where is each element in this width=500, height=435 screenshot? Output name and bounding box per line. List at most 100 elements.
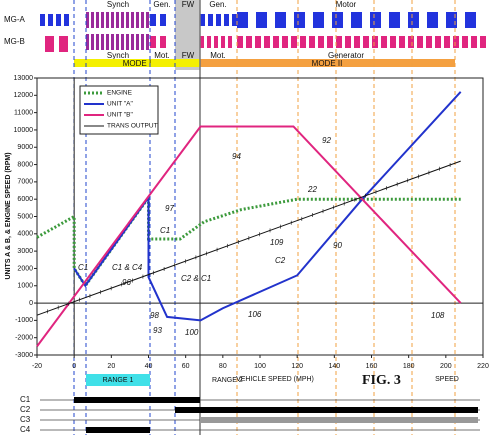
synch-stripe: [121, 34, 124, 50]
x-tick-label: 140: [328, 363, 340, 370]
mg-block: [273, 36, 279, 48]
clutch-label: C4: [20, 425, 31, 434]
mg-block: [471, 36, 477, 48]
synch-stripe: [131, 12, 134, 28]
mg-b-phase: Mot.: [210, 51, 226, 60]
clutch-label: C2: [20, 405, 31, 414]
synch-stripe: [126, 34, 129, 50]
mg-a-phase: Synch: [107, 0, 129, 9]
row-label: MG-A: [4, 15, 26, 24]
mg-block: [275, 12, 286, 28]
clutch-bar: [200, 417, 478, 423]
mg-block: [363, 36, 369, 48]
mg-block: [462, 36, 468, 48]
mg-block: [59, 36, 68, 52]
mg-block: [282, 36, 288, 48]
mg-block: [408, 36, 414, 48]
synch-stripe: [91, 34, 94, 50]
mg-block: [327, 36, 333, 48]
mg-a-phase: Motor: [336, 0, 357, 9]
mg-block: [200, 36, 204, 48]
y-tick-label: 6000: [17, 196, 33, 203]
legend-label: ENGINE: [107, 90, 133, 97]
mg-block: [435, 36, 441, 48]
mg-block: [300, 36, 306, 48]
clutch-label: C3: [20, 415, 31, 424]
annotation: 100: [185, 328, 199, 337]
series-line: [36, 192, 461, 289]
x-axis-label: VEHICLE SPEED (MPH): [236, 376, 314, 383]
mg-block: [354, 36, 360, 48]
synch-stripe: [136, 34, 139, 50]
mg-block: [294, 12, 305, 28]
annotation: 90: [333, 241, 342, 250]
mg-block: [214, 36, 218, 48]
row-label: MG-B: [4, 37, 25, 46]
x-tick-label: 0: [72, 363, 76, 370]
x-tick-label: 160: [366, 363, 378, 370]
figure-label: FIG. 3: [362, 373, 401, 388]
synch-stripe: [146, 34, 149, 50]
mode-2-bar: [200, 59, 455, 67]
annotation: 97: [165, 204, 174, 213]
mg-block: [399, 36, 405, 48]
mg-block: [216, 14, 221, 26]
clutch-bar: [175, 407, 478, 413]
mg-block: [370, 12, 381, 28]
mg-block: [237, 36, 243, 48]
x-tick-label: 20: [107, 363, 115, 370]
x-tick-label: 220: [477, 363, 489, 370]
synch-stripe: [106, 34, 109, 50]
series-line: [36, 125, 462, 347]
synch-stripe: [101, 12, 104, 28]
mg-block: [160, 36, 166, 48]
annotation: 109: [270, 238, 284, 247]
synch-stripe: [141, 34, 144, 50]
synch-stripe: [146, 12, 149, 28]
synch-stripe: [96, 34, 99, 50]
synch-stripe: [86, 34, 89, 50]
y-tick-label: 7000: [17, 179, 33, 186]
synch-stripe: [141, 12, 144, 28]
synch-stripe: [111, 12, 114, 28]
clutch-label: C1: [20, 395, 31, 404]
mg-block: [45, 36, 54, 52]
synch-stripe: [106, 12, 109, 28]
mg-block: [48, 14, 53, 26]
annotation: C2 & C1: [181, 274, 211, 283]
y-tick-label: 10000: [14, 127, 34, 134]
x-tick-label: 200: [440, 363, 452, 370]
mg-block: [453, 36, 459, 48]
mg-block: [160, 14, 166, 26]
mg-block: [200, 14, 205, 26]
mg-block: [381, 36, 387, 48]
mg-block: [255, 36, 261, 48]
synch-stripe: [116, 12, 119, 28]
synch-stripe: [136, 12, 139, 28]
synch-stripe: [116, 34, 119, 50]
mg-b-phase: Synch: [107, 51, 129, 60]
legend-label: TRANS OUTPUT: [107, 123, 158, 130]
mg-block: [228, 36, 232, 48]
mg-block: [408, 12, 419, 28]
mg-block: [444, 36, 450, 48]
annotation: 22: [307, 185, 317, 194]
synch-stripe: [126, 12, 129, 28]
annotation: 94: [232, 152, 241, 161]
range-1-box: [86, 374, 150, 386]
mg-block: [336, 36, 342, 48]
synch-stripe: [86, 12, 89, 28]
annotation: 92: [322, 136, 331, 145]
x-tick-label: 100: [254, 363, 266, 370]
y-tick-label: 8000: [17, 161, 33, 168]
y-tick-label: -2000: [15, 335, 33, 342]
range-label: RANGE 2: [212, 377, 243, 384]
mg-block: [224, 14, 229, 26]
mg-block: [150, 14, 156, 26]
mg-block: [390, 36, 396, 48]
y-tick-label: 4000: [17, 231, 33, 238]
mg-block: [417, 36, 423, 48]
x-tick-label: 180: [403, 363, 415, 370]
legend-label: UNIT "B": [107, 112, 133, 119]
